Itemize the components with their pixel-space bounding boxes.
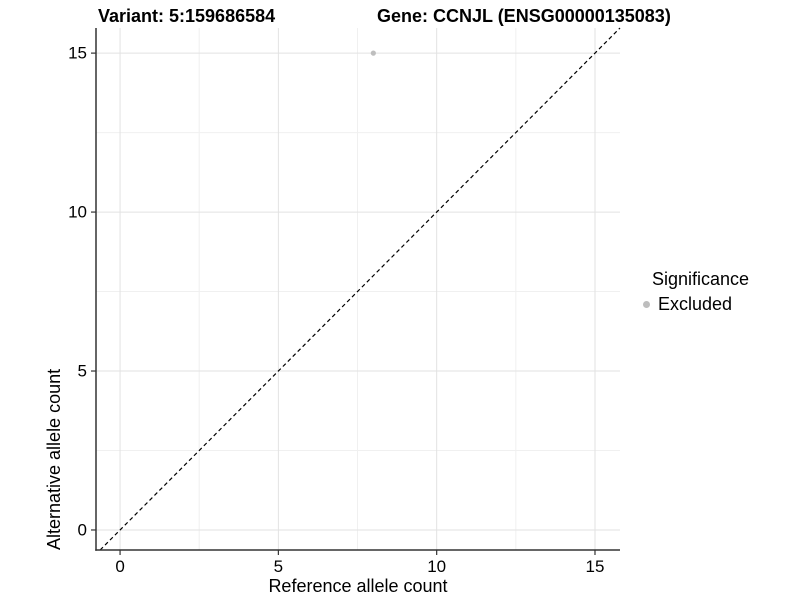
x-tick-label: 5 — [274, 557, 283, 576]
y-tick-label: 5 — [78, 362, 87, 381]
legend-item-excluded: Excluded — [638, 294, 798, 314]
legend-title: Significance — [652, 269, 750, 289]
legend: Significance Excluded — [638, 268, 798, 314]
identity-line — [99, 27, 621, 551]
x-tick-label: 0 — [115, 557, 124, 576]
gene-title: Gene: CCNJL (ENSG00000135083) — [377, 6, 671, 26]
y-tick-label: 0 — [78, 520, 87, 539]
x-tick-label: 10 — [427, 557, 446, 576]
x-axis-title: Reference allele count — [268, 576, 448, 596]
legend-item-label: Excluded — [658, 294, 733, 314]
y-tick-label: 10 — [68, 203, 87, 222]
data-point-excluded — [370, 50, 376, 56]
variant-title: Variant: 5:159686584 — [98, 6, 276, 26]
y-tick-label: 15 — [68, 44, 87, 63]
x-tick-label: 15 — [586, 557, 605, 576]
excluded-point-icon — [643, 300, 650, 308]
y-axis-title: Alternative allele count — [44, 368, 64, 550]
